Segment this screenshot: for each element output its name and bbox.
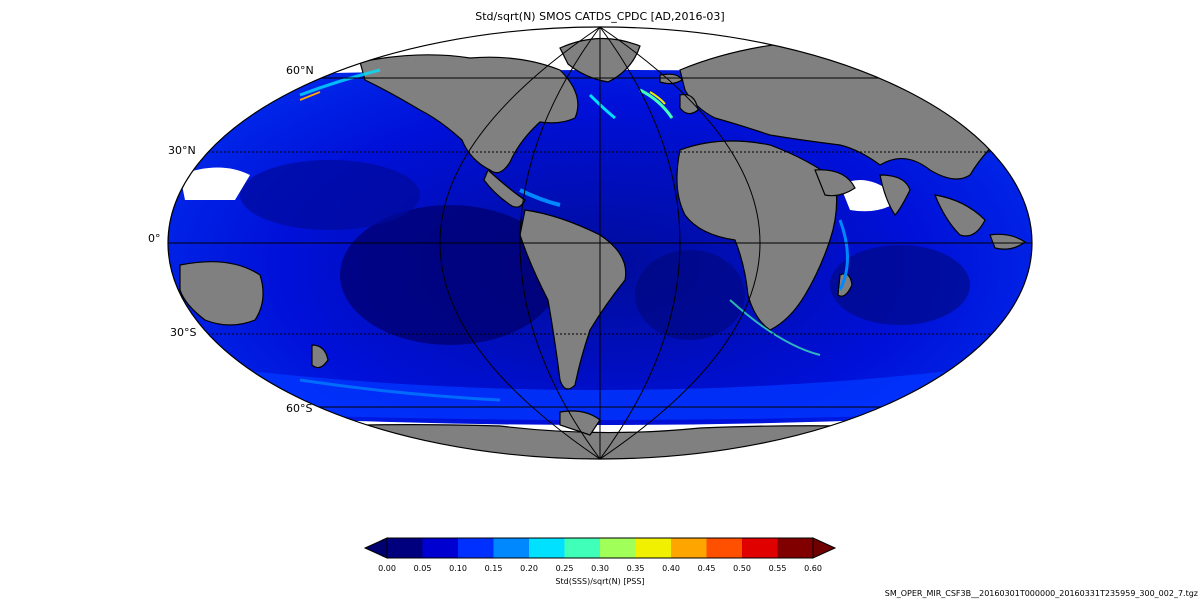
colorbar-tick-label: 0.40 (662, 564, 680, 573)
uk-ireland (679, 93, 699, 115)
colorbar-tick-label: 0.15 (484, 564, 503, 573)
gyre-south-pacific (340, 205, 560, 345)
colorbar-tick-label: 0.35 (626, 564, 645, 573)
lat-label-30s: 30°S (170, 326, 197, 339)
colorbar-extend-low (363, 537, 388, 559)
new-zealand (311, 344, 329, 369)
colorbar-tick-label: 0.50 (733, 564, 751, 573)
colorbar-swatch (493, 538, 530, 558)
gyre-indian (830, 245, 970, 325)
colorbar-swatch (635, 538, 672, 558)
globe-outline (167, 26, 1033, 460)
colorbar-swatch (529, 538, 565, 558)
india (879, 174, 911, 216)
colorbar-label: Std(SSS)/sqrt(N) [PSS] (555, 577, 645, 586)
colorbar-tick-label: 0.55 (768, 564, 787, 573)
coastal-highs (299, 68, 849, 402)
colorbar-tick-label: 0.10 (449, 564, 467, 573)
arabia (814, 169, 856, 197)
colorbar-swatch (777, 538, 814, 558)
no-data-pacific-northeast (180, 167, 250, 200)
gyre-north-pacific (240, 160, 420, 230)
south-america (519, 209, 627, 390)
colorbar-swatch (742, 538, 778, 558)
filename-label: SM_OPER_MIR_CSF3B__20160301T000000_20160… (884, 589, 1198, 598)
colorbar-tick-label: 0.20 (520, 564, 538, 573)
colorbar-tick-label: 0.60 (804, 564, 822, 573)
map-title: Std/sqrt(N) SMOS CATDS_CPDC [AD,2016-03] (475, 10, 725, 23)
colorbar-swatch (564, 538, 601, 558)
antarctic-peninsula (559, 410, 601, 436)
lat-label-60s: 60°S (286, 402, 313, 415)
australia (179, 261, 264, 326)
colorbar-swatch (706, 538, 743, 558)
north-america (359, 54, 579, 174)
colorbar-swatch (671, 538, 707, 558)
colorbar-tick-label: 0.00 (378, 564, 396, 573)
colorbar-extend-high (812, 537, 837, 559)
lat-label-0: 0° (148, 232, 161, 245)
colorbar-tick-label: 0.25 (555, 564, 574, 573)
lat-label-30n: 30°N (168, 144, 196, 157)
colorbar-outline (386, 537, 814, 559)
indonesia (989, 233, 1027, 250)
southeast-asia (934, 194, 986, 237)
africa (676, 140, 838, 331)
colorbar-swatch (600, 538, 636, 558)
colorbar-swatch (422, 538, 459, 558)
lat-label-60n: 60°N (286, 64, 314, 77)
colorbar-swatch (387, 538, 423, 558)
gyre-south-atlantic (635, 250, 745, 340)
colorbar-tick-label: 0.45 (697, 564, 716, 573)
central-america (483, 168, 526, 208)
colorbar-tick-label: 0.30 (591, 564, 609, 573)
colorbar-swatch (458, 538, 494, 558)
colorbar-tick-label: 0.05 (413, 564, 432, 573)
